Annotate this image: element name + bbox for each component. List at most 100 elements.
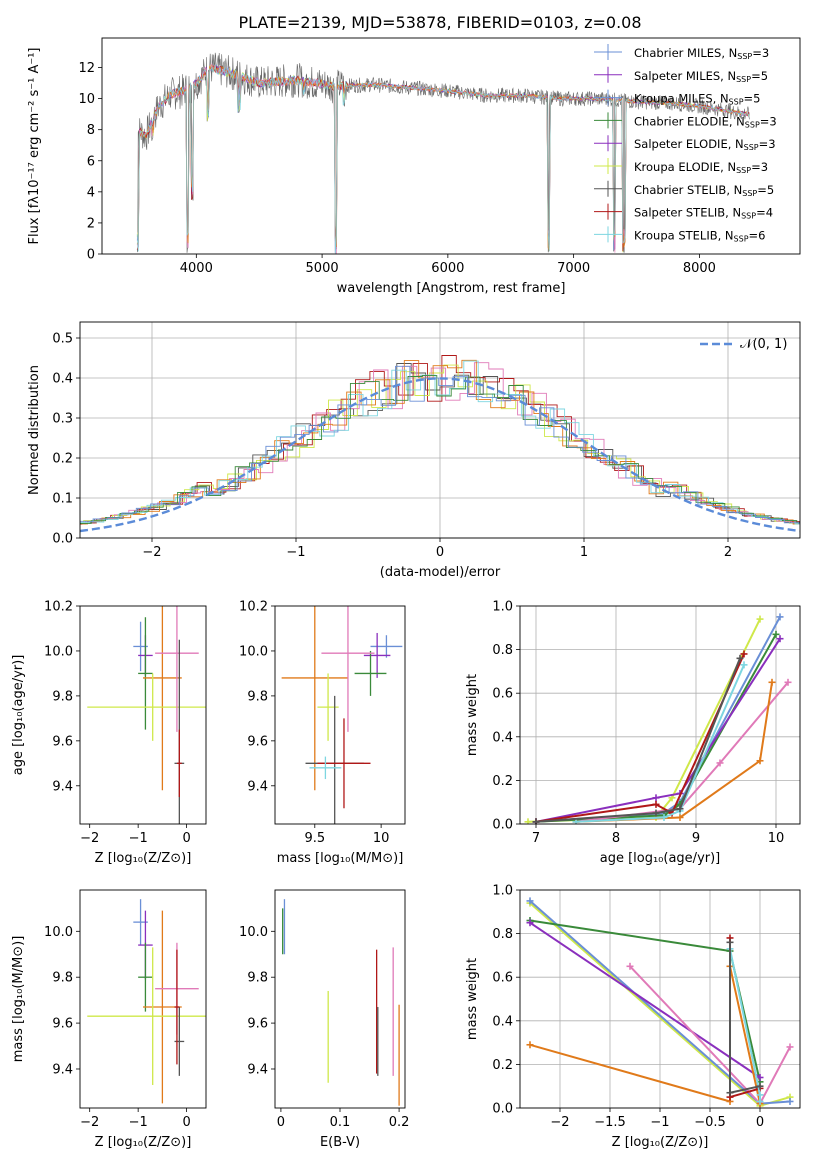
x-tick-label: −2: [142, 545, 161, 560]
weight-group: [526, 897, 794, 1108]
axes-frame: [519, 889, 801, 1109]
y-tick-label: 9.4: [247, 779, 268, 794]
y-tick-label: 10.0: [44, 925, 73, 940]
axes-frame: [274, 605, 406, 825]
y-axis-label: mass weight: [465, 674, 480, 756]
x-tick-label: 4000: [180, 261, 213, 276]
legend-label: Chabrier STELIB, NSSP=5: [634, 183, 774, 198]
y-tick-label: 9.4: [52, 1062, 73, 1077]
axes-frame: [79, 321, 801, 539]
x-tick-label: 10: [373, 831, 390, 846]
weight-series-line: [535, 638, 781, 823]
x-tick-label: 9.5: [304, 831, 325, 846]
x-axis-label: (data-model)/error: [380, 565, 501, 580]
histogram-series: [80, 359, 800, 525]
legend-label: Chabrier ELODIE, NSSP=3: [634, 114, 777, 129]
legend-label: Salpeter MILES, NSSP=5: [634, 69, 768, 84]
x-tick-label: −2: [550, 1115, 569, 1130]
legend-val: =3: [759, 137, 776, 151]
errorbar-group: [282, 899, 400, 1106]
x-tick-label: −1.5: [594, 1115, 626, 1130]
axes-frame: [79, 889, 207, 1109]
y-axis-label: mass weight: [465, 958, 480, 1040]
weight-group: [524, 613, 792, 824]
y-tick-label: 0.2: [492, 774, 513, 789]
weight-series-line: [575, 664, 745, 823]
legend-label: Salpeter STELIB, NSSP=4: [634, 206, 773, 221]
x-tick-label: −1: [129, 831, 148, 846]
errorbar-group: [87, 606, 206, 824]
x-tick-label: −0.5: [694, 1115, 726, 1130]
y-tick-label: 0.4: [492, 730, 513, 745]
x-tick-label: 0: [277, 1115, 285, 1130]
y-tick-label: 0.2: [492, 1058, 513, 1073]
x-tick-label: −1: [129, 1115, 148, 1130]
x-tick-label: 7000: [557, 261, 590, 276]
histogram-series: [80, 364, 800, 525]
y-tick-label: 8: [87, 123, 95, 138]
y-axis-label: Normed distribution: [27, 365, 42, 495]
y-tick-label: 9.4: [247, 1062, 268, 1077]
y-tick-label: 0.6: [492, 687, 513, 702]
y-tick-label: 9.8: [247, 971, 268, 986]
legend-sub: SSP: [741, 212, 756, 221]
legend-val: =3: [751, 160, 768, 174]
weight-series-line: [535, 616, 781, 823]
y-tick-label: 0.4: [492, 1014, 513, 1029]
axes-frame: [519, 605, 801, 825]
x-axis-label: wavelength [Angstrom, rest frame]: [337, 281, 566, 296]
histogram-series: [80, 362, 800, 525]
gaussian-curve: [80, 377, 800, 533]
legend-sub: SSP: [734, 234, 749, 243]
y-tick-label: 9.6: [247, 1017, 268, 1032]
legend-sub: SSP: [737, 52, 752, 61]
legend-label: Kroupa MILES, NSSP=5: [634, 92, 760, 107]
x-tick-label: 2: [724, 545, 732, 560]
errorbar-group: [281, 606, 403, 824]
weight-series-line: [575, 682, 773, 823]
y-tick-label: 9.6: [52, 1017, 73, 1032]
y-tick-label: 10: [78, 92, 95, 107]
x-tick-label: 1: [580, 545, 588, 560]
x-tick-label: 0.1: [330, 1115, 351, 1130]
x-axis-label: Z [log₁₀(Z/Z⊙)]: [95, 851, 192, 866]
y-tick-label: 10.0: [239, 644, 268, 659]
y-tick-label: 0.2: [52, 452, 73, 467]
y-tick-label: 4: [87, 185, 95, 200]
weight-series-line: [529, 921, 761, 1079]
x-tick-label: 0.2: [389, 1115, 410, 1130]
spectrum-group: [136, 52, 750, 254]
x-tick-label: 5000: [306, 261, 339, 276]
legend-sub: SSP: [736, 75, 751, 84]
y-tick-label: 0.8: [492, 927, 513, 942]
y-tick-label: 0.0: [492, 1102, 513, 1117]
y-tick-label: 9.8: [247, 689, 268, 704]
y-tick-label: 0.5: [52, 332, 73, 347]
y-axis-label: Flux [fλ10⁻¹⁷ erg cm⁻² s⁻¹ A⁻¹]: [27, 48, 42, 245]
legend-val: =3: [752, 46, 769, 60]
y-tick-label: 9.4: [52, 779, 73, 794]
y-tick-label: 6: [87, 154, 95, 169]
y-tick-label: 0: [87, 248, 95, 263]
legend-sub: SSP: [742, 189, 757, 198]
weight-series-line: [529, 966, 761, 1104]
x-tick-label: −2: [80, 831, 99, 846]
x-tick-label: 0: [182, 1115, 190, 1130]
histogram-series: [80, 363, 800, 525]
y-tick-label: 0.1: [52, 492, 73, 507]
x-axis-label: E(B-V): [320, 1135, 360, 1150]
legend-label: Salpeter ELODIE, NSSP=3: [634, 137, 776, 152]
y-tick-label: 10.0: [239, 925, 268, 940]
y-tick-label: 0.3: [52, 412, 73, 427]
x-tick-label: 0: [436, 545, 444, 560]
y-axis-label: mass [log₁₀(M/M⊙)]: [11, 936, 26, 1063]
x-axis-label: age [log₁₀(age/yr)]: [600, 851, 721, 866]
y-tick-label: 9.8: [52, 971, 73, 986]
legend-val: =3: [760, 114, 777, 128]
histogram-series: [80, 365, 800, 525]
legend-val: =5: [757, 183, 774, 197]
spectrum-line: [136, 64, 750, 254]
x-tick-label: 0: [756, 1115, 764, 1130]
legend-label: Kroupa STELIB, NSSP=6: [634, 228, 765, 243]
x-tick-label: −1: [650, 1115, 669, 1130]
